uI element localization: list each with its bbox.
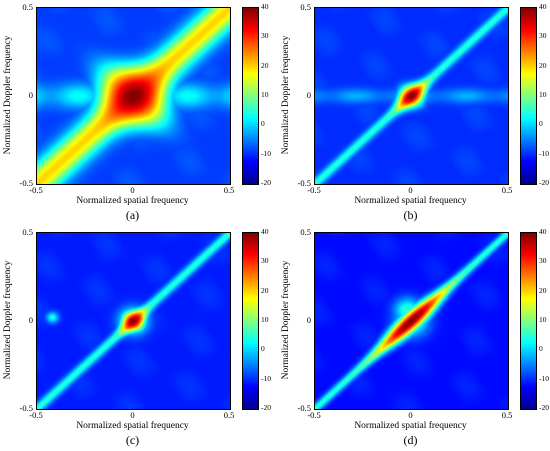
colorbar-tick-label: -20 (261, 403, 271, 412)
x-tick-label: 0 (130, 185, 135, 195)
x-tick-label: 0.5 (501, 410, 513, 420)
colorbar-tick-label: 40 (261, 227, 269, 236)
colorbar-tick-label: 20 (539, 60, 547, 70)
y-tick-label: -0.5 (297, 178, 311, 188)
heatmap-plot-area (36, 7, 231, 185)
colorbar-tick-label: 10 (539, 90, 547, 99)
colorbar-tick-label: -20 (261, 178, 271, 187)
colorbar-tick-label: 10 (539, 315, 547, 324)
colorbar-tick-label: 0 (539, 344, 543, 354)
x-axis-label: Normalized spatial frequency (354, 421, 467, 431)
y-tick-label: 0 (306, 90, 311, 100)
colorbar (242, 232, 259, 410)
colorbar-tick-label: -20 (539, 403, 549, 412)
colorbar-tick-label: 30 (539, 256, 547, 266)
heatmap-image (315, 8, 508, 184)
colorbar-tick-label: 20 (261, 60, 269, 70)
x-tick-label: -0.5 (307, 185, 321, 195)
colorbar-tick-label: -10 (539, 148, 549, 158)
x-axis-label: Normalized spatial frequency (354, 196, 467, 206)
colorbar-tick-label: 40 (539, 227, 547, 236)
x-tick-label: 0 (130, 410, 135, 420)
colorbar-tick-label: 30 (261, 256, 269, 266)
heatmap-plot-area (314, 232, 509, 410)
panel-letter: (b) (403, 208, 418, 222)
x-tick-label: -0.5 (29, 185, 43, 195)
y-tick-label: -0.5 (19, 178, 33, 188)
heatmap-image (37, 233, 230, 409)
x-axis-label: Normalized spatial frequency (76, 421, 189, 431)
colorbar-tick-label: 30 (539, 31, 547, 41)
panel-letter: (a) (125, 208, 140, 222)
y-tick-label: 0.5 (22, 227, 33, 237)
colorbar-tick-label: 20 (261, 285, 269, 295)
colorbar-tick-label: -10 (539, 373, 549, 383)
colorbar (242, 7, 259, 185)
y-tick-label: 0.5 (300, 2, 311, 12)
colorbar-tick-label: -10 (261, 373, 271, 383)
x-tick-label: 0.5 (501, 185, 513, 195)
heatmap-plot-area (36, 232, 231, 410)
colorbar-tick-label: 30 (261, 31, 269, 41)
y-tick-label: 0.5 (22, 2, 33, 12)
y-axis-label: Normalized Doppler frequency (281, 260, 291, 380)
heatmap-image (37, 8, 230, 184)
y-tick-label: 0 (306, 315, 311, 325)
heatmap-image (315, 233, 508, 409)
colorbar (520, 232, 537, 410)
x-tick-label: 0 (408, 410, 413, 420)
panel-letter: (d) (403, 433, 418, 447)
x-tick-label: 0 (408, 185, 413, 195)
panel-letter: (c) (125, 433, 140, 447)
y-tick-label: 0 (28, 90, 33, 100)
x-tick-label: 0.5 (223, 185, 235, 195)
colorbar (520, 7, 537, 185)
colorbar-tick-label: -10 (261, 148, 271, 158)
x-tick-label: -0.5 (29, 410, 43, 420)
y-tick-label: 0.5 (300, 227, 311, 237)
colorbar-tick-label: 40 (539, 2, 547, 11)
colorbar-tick-label: 0 (261, 344, 265, 354)
y-tick-label: -0.5 (297, 403, 311, 413)
x-axis-label: Normalized spatial frequency (76, 196, 189, 206)
y-tick-label: 0 (28, 315, 33, 325)
heatmap-plot-area (314, 7, 509, 185)
colorbar-tick-label: 20 (539, 285, 547, 295)
colorbar-tick-label: 40 (261, 2, 269, 11)
y-tick-label: -0.5 (19, 403, 33, 413)
colorbar-tick-label: 0 (539, 119, 543, 129)
y-axis-label: Normalized Doppler frequency (281, 35, 291, 155)
x-tick-label: 0.5 (223, 410, 235, 420)
y-axis-label: Normalized Doppler frequency (3, 260, 13, 380)
colorbar-tick-label: 0 (261, 119, 265, 129)
colorbar-tick-label: 10 (261, 90, 269, 99)
x-tick-label: -0.5 (307, 410, 321, 420)
colorbar-tick-label: -20 (539, 178, 549, 187)
colorbar-tick-label: 10 (261, 315, 269, 324)
y-axis-label: Normalized Doppler frequency (3, 35, 13, 155)
